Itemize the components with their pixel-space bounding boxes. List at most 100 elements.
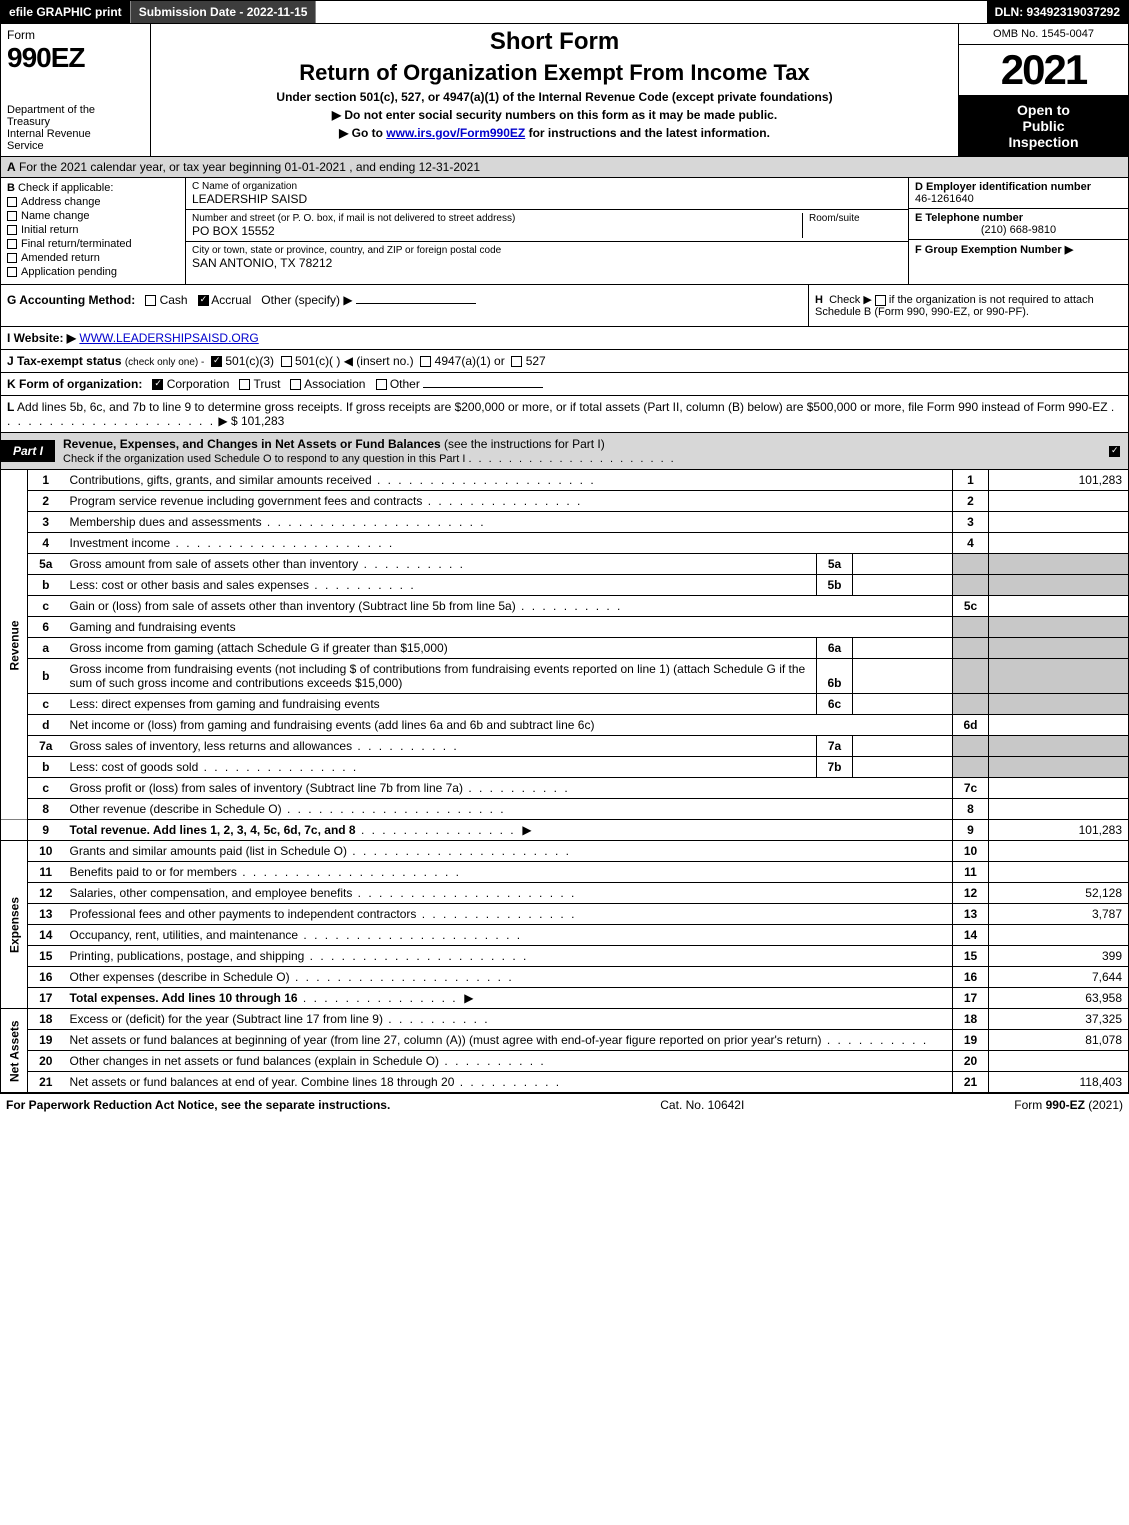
k-other-input[interactable]	[423, 387, 543, 388]
submission-date: Submission Date - 2022-11-15	[130, 1, 317, 23]
footer-right-suffix: (2021)	[1085, 1098, 1123, 1112]
table-row: 9 Total revenue. Add lines 1, 2, 3, 4, 5…	[1, 820, 1129, 841]
subval	[853, 638, 953, 659]
c-room-label: Room/suite	[809, 213, 902, 224]
chk-amended-return[interactable]: Amended return	[7, 252, 179, 264]
rval: 3,787	[989, 904, 1129, 925]
return-title: Return of Organization Exempt From Incom…	[159, 60, 950, 86]
row-a-text: For the 2021 calendar year, or tax year …	[19, 160, 480, 174]
checkbox-icon	[7, 267, 17, 277]
table-row: c Less: direct expenses from gaming and …	[1, 694, 1129, 715]
dots	[356, 823, 516, 837]
rnum-grey	[953, 575, 989, 596]
rnum: 14	[953, 925, 989, 946]
table-row: 4 Investment income 4	[1, 533, 1129, 554]
rnum: 3	[953, 512, 989, 533]
rval	[989, 1051, 1129, 1072]
checkbox-icon[interactable]	[290, 379, 301, 390]
arrow-icon: ▶	[522, 823, 531, 837]
table-row: b Less: cost or other basis and sales ex…	[1, 575, 1129, 596]
form-number: 990EZ	[7, 42, 85, 73]
l-value: 101,283	[241, 414, 284, 428]
rnum: 10	[953, 841, 989, 862]
linenum: c	[28, 778, 64, 799]
c-city-label: City or town, state or province, country…	[192, 245, 501, 256]
expenses-sidelabel: Expenses	[1, 841, 28, 1009]
linenum: 12	[28, 883, 64, 904]
other-input[interactable]	[356, 303, 476, 304]
linenum: c	[28, 596, 64, 617]
dots	[516, 599, 623, 613]
chk-final-return[interactable]: Final return/terminated	[7, 238, 179, 250]
org-name: LEADERSHIP SAISD	[192, 192, 307, 206]
dots	[454, 1075, 561, 1089]
line-desc: Less: cost of goods sold	[64, 757, 817, 778]
website-link[interactable]: WWW.LEADERSHIPSAISD.ORG	[79, 331, 258, 345]
table-row: 12 Salaries, other compensation, and emp…	[1, 883, 1129, 904]
checkbox-icon[interactable]	[281, 356, 292, 367]
line-desc: Other revenue (describe in Schedule O)	[64, 799, 953, 820]
rnum-grey	[953, 554, 989, 575]
c-street-label: Number and street (or P. O. box, if mail…	[192, 213, 782, 224]
table-row: c Gain or (loss) from sale of assets oth…	[1, 596, 1129, 617]
other-label: Other (specify) ▶	[261, 293, 352, 307]
rval	[989, 862, 1129, 883]
chk-address-change[interactable]: Address change	[7, 196, 179, 208]
dots	[298, 991, 458, 1005]
top-bar: efile GRAPHIC print Submission Date - 20…	[0, 0, 1129, 24]
line-desc: Printing, publications, postage, and shi…	[64, 946, 953, 967]
table-row: b Gross income from fundraising events (…	[1, 659, 1129, 694]
line-desc: Membership dues and assessments	[64, 512, 953, 533]
chk-name-change[interactable]: Name change	[7, 210, 179, 222]
omb-number: OMB No. 1545-0047	[959, 24, 1128, 45]
linenum: 15	[28, 946, 64, 967]
rnum: 7c	[953, 778, 989, 799]
line-desc: Salaries, other compensation, and employ…	[64, 883, 953, 904]
c-name-label: C Name of organization	[192, 181, 307, 192]
dots	[439, 1054, 546, 1068]
rval: 399	[989, 946, 1129, 967]
checkbox-icon[interactable]	[875, 295, 886, 306]
under-section: Under section 501(c), 527, or 4947(a)(1)…	[159, 90, 950, 104]
l-text: Add lines 5b, 6c, and 7b to line 9 to de…	[17, 400, 1108, 414]
checkbox-icon[interactable]	[145, 295, 156, 306]
goto-suffix: for instructions and the latest informat…	[525, 126, 770, 140]
linenum: b	[28, 575, 64, 596]
c-street-row: Number and street (or P. O. box, if mail…	[186, 210, 908, 242]
rnum: 9	[953, 820, 989, 841]
irs-link[interactable]: www.irs.gov/Form990EZ	[386, 126, 525, 140]
checkbox-icon[interactable]	[239, 379, 250, 390]
section-bcdef: B Check if applicable: Address change Na…	[0, 178, 1129, 285]
checkbox-icon[interactable]	[420, 356, 431, 367]
i-label: I Website: ▶	[7, 331, 76, 345]
part1-title-text: Revenue, Expenses, and Changes in Net As…	[63, 437, 441, 451]
checkbox-checked-icon[interactable]	[1109, 446, 1120, 457]
checkbox-checked-icon[interactable]	[211, 356, 222, 367]
row-a: A For the 2021 calendar year, or tax yea…	[0, 157, 1129, 178]
dots	[282, 802, 506, 816]
checkbox-icon[interactable]	[511, 356, 522, 367]
linenum: a	[28, 638, 64, 659]
chk-initial-return[interactable]: Initial return	[7, 224, 179, 236]
line-desc: Occupancy, rent, utilities, and maintena…	[64, 925, 953, 946]
j-opt2: 501(c)( ) ◀ (insert no.)	[295, 354, 414, 368]
checkbox-checked-icon[interactable]	[152, 379, 163, 390]
table-row: 7a Gross sales of inventory, less return…	[1, 736, 1129, 757]
table-row: 17 Total expenses. Add lines 10 through …	[1, 988, 1129, 1009]
d-row: D Employer identification number 46-1261…	[909, 178, 1128, 209]
rval: 101,283	[989, 820, 1129, 841]
linenum: 18	[28, 1009, 64, 1030]
part1-table: Revenue 1 Contributions, gifts, grants, …	[0, 470, 1129, 1093]
form-header: Form 990EZ Department of theTreasuryInte…	[0, 24, 1129, 157]
accrual-label: Accrual	[211, 293, 251, 307]
checkbox-icon[interactable]	[376, 379, 387, 390]
goto-prefix: ▶ Go to	[339, 126, 386, 140]
checkbox-checked-icon[interactable]	[198, 295, 209, 306]
table-row: 13 Professional fees and other payments …	[1, 904, 1129, 925]
l-label: L	[7, 400, 14, 414]
row-j: J Tax-exempt status (check only one) - 5…	[0, 350, 1129, 373]
chk-application-pending[interactable]: Application pending	[7, 266, 179, 278]
efile-label[interactable]: efile GRAPHIC print	[1, 1, 130, 23]
table-row: Expenses 10 Grants and similar amounts p…	[1, 841, 1129, 862]
column-b: B Check if applicable: Address change Na…	[1, 178, 186, 284]
